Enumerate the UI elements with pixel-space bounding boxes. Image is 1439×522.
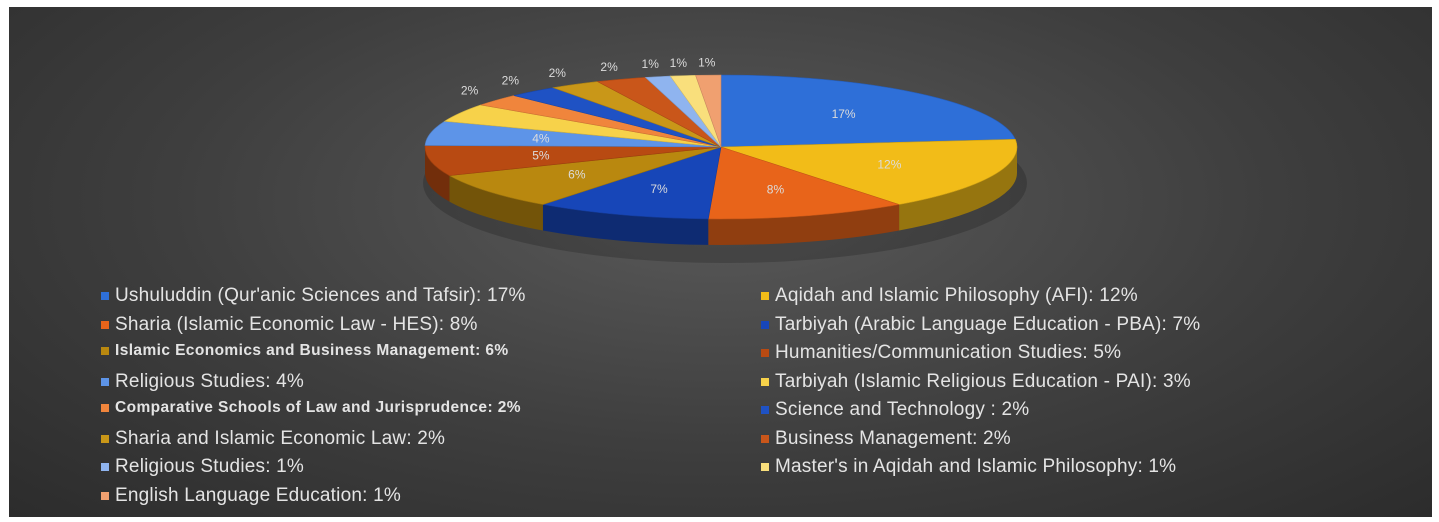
legend-label: Ushuluddin (Qur'anic Sciences and Tafsir… [115,285,526,306]
legend-item-10: Sharia and Islamic Economic Law: 2% [101,428,445,450]
legend-label: Business Management: 2% [775,427,1011,449]
data-label-4: 6% [568,168,586,182]
legend-label: Tarbiyah (Arabic Language Education - PB… [775,313,1201,335]
legend-label: Islamic Economics and Business Managemen… [115,342,509,359]
pie-slice-3 [542,146,722,220]
pie-chart: 17% 12% 8% 7% 6% 5% 4% 2% 2% 2% 2% 1% 1% 1% [423,55,1027,263]
legend-label: Sharia (Islamic Economic Law - HES): 8% [115,313,478,335]
chart-frame: 17% 12% 8% 7% 6% 5% 4% 2% 2% 2% 2% 1% 1% 1% Ushuluddi… [9,7,1432,517]
pie-slice-5 [424,145,722,176]
legend-item-3: Tarbiyah (Arabic Language Education - PB… [761,314,1200,336]
legend-item-7: Tarbiyah (Islamic Religious Education - … [761,371,1191,393]
pie-side-5 [425,147,450,202]
legend-swatch [101,404,109,412]
data-label-0: 17% [832,107,856,121]
pie-side-3 [542,204,709,245]
legend-item-8: Comparative Schools of Law and Jurisprud… [101,399,521,417]
pie-data-labels: 17% 12% 8% 7% 6% 5% 4% 2% 2% 2% 2% 1% 1% 1% [461,55,902,196]
data-label-9: 2% [502,74,520,88]
pie-side-2 [708,204,900,245]
legend-item-2: Sharia (Islamic Economic Law - HES): 8% [101,314,478,336]
legend-label: Tarbiyah (Islamic Religious Education - … [775,370,1191,392]
legend-swatch [761,292,769,300]
pie-sides [425,147,1017,245]
legend-swatch [761,377,769,386]
legend-label: Science and Technology : 2% [775,399,1030,420]
pie-side-4 [449,175,543,231]
legend-swatch [101,434,109,443]
legend-swatch [761,463,769,471]
legend-swatch [101,491,109,500]
data-label-13: 1% [670,56,688,70]
data-label-11: 2% [600,60,618,74]
legend: Ushuluddin (Qur'anic Sciences and Tafsir… [9,7,1432,517]
data-label-3: 7% [650,182,668,196]
legend-item-0: Ushuluddin (Qur'anic Sciences and Tafsir… [101,285,526,307]
legend-swatch [101,377,109,386]
legend-item-13: Master's in Aqidah and Islamic Philosoph… [761,456,1176,478]
legend-label: Humanities/Communication Studies: 5% [775,342,1122,363]
legend-label: Religious Studies: 1% [115,456,305,477]
data-label-14: 1% [698,55,716,69]
data-label-1: 12% [877,158,901,172]
legend-swatch [761,406,769,414]
data-label-12: 1% [642,57,660,71]
pie-slice-14 [695,74,722,148]
legend-item-4: Islamic Economics and Business Managemen… [101,342,509,360]
data-label-10: 2% [549,66,567,80]
legend-item-5: Humanities/Communication Studies: 5% [761,342,1121,364]
pie-slice-1 [720,138,1018,205]
legend-swatch [101,292,109,300]
legend-label: English Language Education: 1% [115,484,401,506]
legend-item-1: Aqidah and Islamic Philosophy (AFI): 12% [761,285,1138,307]
legend-item-11: Business Management: 2% [761,428,1011,450]
pie-side-1 [899,147,1017,231]
pie-slice-0 [720,74,1016,148]
data-label-5: 5% [532,149,550,163]
legend-label: Religious Studies: 4% [115,370,305,392]
data-label-6: 4% [532,131,550,145]
pie-slice-4 [448,146,722,205]
legend-label: Sharia and Islamic Economic Law: 2% [115,427,446,449]
legend-item-12: Religious Studies: 1% [101,456,304,478]
legend-swatch [761,349,769,357]
legend-swatch [101,320,109,329]
legend-swatch [761,320,769,329]
legend-label: Master's in Aqidah and Islamic Philosoph… [775,456,1177,477]
legend-item-6: Religious Studies: 4% [101,371,304,393]
legend-swatch [101,463,109,471]
legend-swatch [761,434,769,443]
legend-label: Comparative Schools of Law and Jurisprud… [115,399,521,416]
legend-item-14: English Language Education: 1% [101,485,401,507]
legend-label: Aqidah and Islamic Philosophy (AFI): 12% [775,285,1138,306]
pie-slices [424,74,1018,220]
data-label-8: 2% [461,83,479,97]
data-label-2: 8% [767,183,785,197]
legend-swatch [101,347,109,355]
legend-item-9: Science and Technology : 2% [761,399,1029,421]
pie-slice-2 [707,146,900,220]
